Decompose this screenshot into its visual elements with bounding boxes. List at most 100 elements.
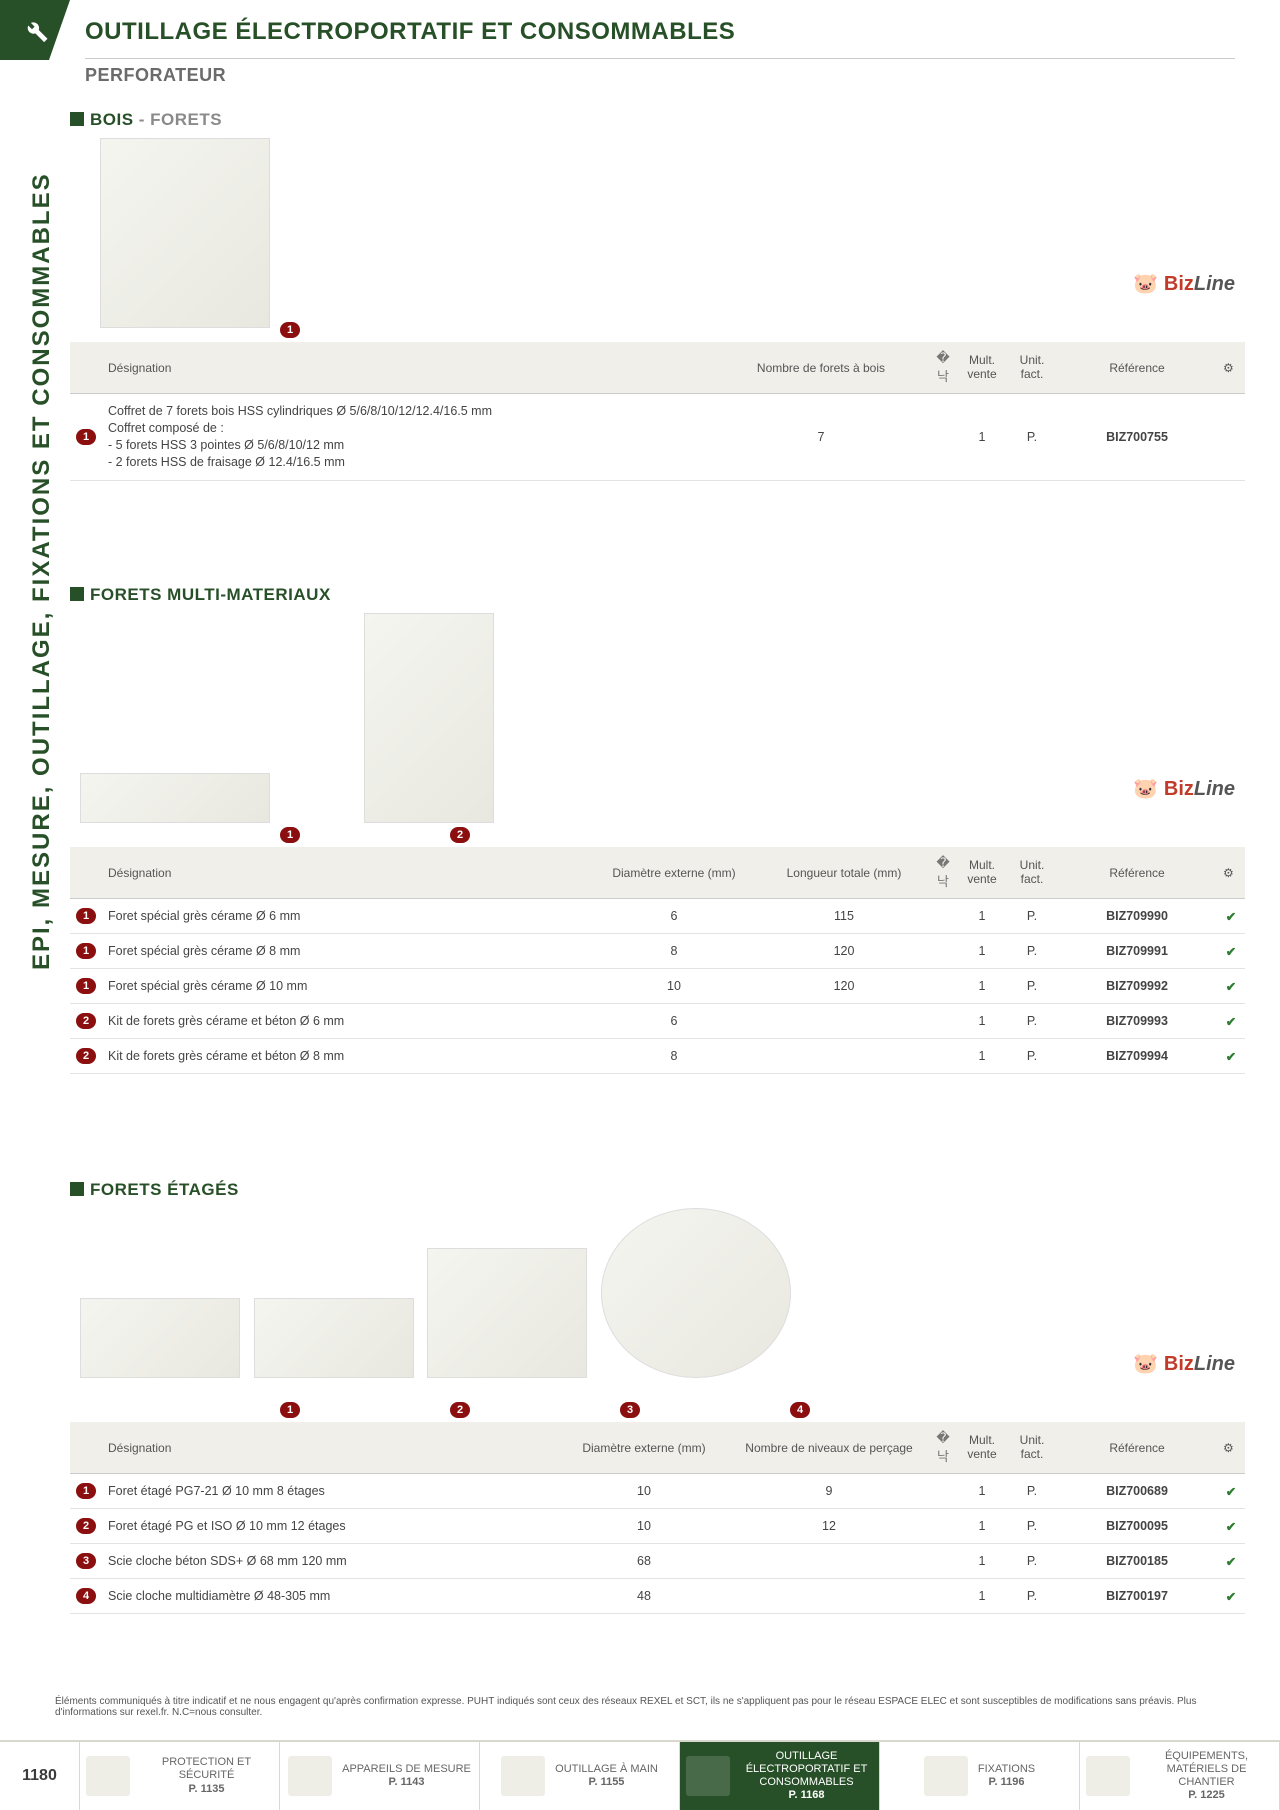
cell-reference: BIZ700755 [1057,394,1217,481]
brand-pig-icon: 🐷 [1133,1353,1158,1375]
vertical-section-label: EPI, MESURE, OUTILLAGE, FIXATIONS ET CON… [28,172,56,970]
cell-reference: BIZ700185 [1057,1544,1217,1579]
cell-designation: Scie cloche béton SDS+ Ø 68 mm 120 mm [102,1544,559,1579]
cell-designation: Scie cloche multidiamètre Ø 48-305 mm [102,1579,559,1614]
check-icon: ✔ [1226,1555,1236,1569]
cell-mult: 1 [957,394,1007,481]
col-diam: Diamètre externe (mm) [559,1422,729,1474]
product-table-etages: Désignation Diamètre externe (mm) Nombre… [70,1422,1245,1614]
table-row: 1 Coffret de 7 forets bois HSS cylindriq… [70,394,1245,481]
cell-reference: BIZ709993 [1057,1004,1217,1039]
col-unit: Unit. fact. [1007,847,1057,899]
wifi-icon: �낙 [936,1430,949,1464]
check-icon: ✔ [1226,1520,1236,1534]
cell-mult: 1 [957,934,1007,969]
check-icon: ✔ [1226,945,1236,959]
cell-reference: BIZ700095 [1057,1509,1217,1544]
nav-item[interactable]: ÉQUIPEMENTS, MATÉRIELS DE CHANTIER P. 12… [1080,1742,1280,1810]
nav-page: P. 1196 [978,1776,1035,1789]
row-badge: 1 [76,943,96,959]
cell-unit: P. [1007,1509,1057,1544]
table-row: 1 Foret spécial grès cérame Ø 6 mm 6 115… [70,899,1245,934]
image-number-badge: 1 [280,322,300,338]
brand-pig-icon: 🐷 [1133,778,1158,800]
cell-diam: 8 [589,934,759,969]
row-badge: 2 [76,1048,96,1064]
col-designation: Désignation [102,847,589,899]
table-body: 1 Coffret de 7 forets bois HSS cylindriq… [70,394,1245,481]
cell-diam: 10 [589,969,759,1004]
col-mult: Mult. vente [957,342,1007,394]
row-badge: 1 [76,978,96,994]
col-unit: Unit. fact. [1007,342,1057,394]
image-number-badge: 1 [280,1402,300,1418]
nav-thumbnail-icon [288,1756,332,1796]
heading-square-icon [70,587,84,601]
section-heading: FORETS ÉTAGÉS [70,1180,1245,1200]
col-diam: Diamètre externe (mm) [589,847,759,899]
col-wifi-icon: �낙 [929,342,957,394]
col-long: Longueur totale (mm) [759,847,929,899]
heading-text-b: - FORETS [134,110,223,129]
check-icon: ✔ [1226,980,1236,994]
nav-label: OUTILLAGE À MAIN [555,1763,658,1775]
col-nb-forets: Nombre de forets à bois [713,342,929,394]
cell-diam: 68 [559,1544,729,1579]
cell-unit: P. [1007,934,1057,969]
cell-designation: Foret étagé PG7-21 Ø 10 mm 8 étages [102,1474,559,1509]
nav-thumbnail-icon [1086,1756,1130,1796]
row-badge: 4 [76,1588,96,1604]
nav-item[interactable]: FIXATIONS P. 1196 [880,1742,1080,1810]
cell-reference: BIZ700197 [1057,1579,1217,1614]
col-reference: Référence [1057,342,1217,394]
cell-niveaux: 9 [729,1474,929,1509]
cell-long: 115 [759,899,929,934]
nav-label: ÉQUIPEMENTS, MATÉRIELS DE CHANTIER [1165,1750,1248,1788]
heading-square-icon [70,1182,84,1196]
cell-reference: BIZ709991 [1057,934,1217,969]
nav-thumbnail-icon [686,1756,730,1796]
nav-item[interactable]: PROTECTION ET SÉCURITÉ P. 1135 [80,1742,280,1810]
heading-square-icon [70,112,84,126]
product-image-box [100,138,270,328]
section-bois-forets: BOIS - FORETS 1 🐷 BizLine Désignation No… [70,110,1245,481]
row-badge: 2 [76,1518,96,1534]
nav-page: P. 1135 [140,1783,273,1796]
nav-label: APPAREILS DE MESURE [342,1763,471,1775]
check-icon: ✔ [1226,1590,1236,1604]
nav-item[interactable]: OUTILLAGE À MAIN P. 1155 [480,1742,680,1810]
cell-unit: P. [1007,394,1057,481]
col-reference: Référence [1057,847,1217,899]
cell-niveaux: 12 [729,1509,929,1544]
product-table-bois: Désignation Nombre de forets à bois �낙 M… [70,342,1245,481]
cell-unit: P. [1007,1004,1057,1039]
cell-mult: 1 [957,899,1007,934]
product-image-circle [601,1208,791,1378]
cell-mult: 1 [957,1474,1007,1509]
cell-mult: 1 [957,1039,1007,1074]
table-row: 2 Foret étagé PG et ISO Ø 10 mm 12 étage… [70,1509,1245,1544]
brand-logo: 🐷 BizLine [1133,271,1235,296]
table-row: 3 Scie cloche béton SDS+ Ø 68 mm 120 mm … [70,1544,1245,1579]
cell-unit: P. [1007,1579,1057,1614]
table-row: 1 Foret spécial grès cérame Ø 10 mm 10 1… [70,969,1245,1004]
nav-item[interactable]: APPAREILS DE MESURE P. 1143 [280,1742,480,1810]
cell-reference: BIZ709992 [1057,969,1217,1004]
row-badge: 1 [76,1483,96,1499]
cell-niveaux [729,1579,929,1614]
brand-pig-icon: 🐷 [1133,273,1158,295]
image-number-badge: 4 [790,1402,810,1418]
row-badge: 1 [76,429,96,445]
heading-text: FORETS ÉTAGÉS [90,1180,239,1199]
nav-item[interactable]: OUTILLAGE ÉLECTROPORTATIF ET CONSOMMABLE… [680,1742,880,1810]
col-unit: Unit. fact. [1007,1422,1057,1474]
cell-diam: 8 [589,1039,759,1074]
nav-thumbnail-icon [501,1756,545,1796]
cell-mult: 1 [957,1579,1007,1614]
cell-mult: 1 [957,1004,1007,1039]
cell-designation: Kit de forets grès cérame et béton Ø 8 m… [102,1039,589,1074]
cell-unit: P. [1007,899,1057,934]
image-number-badge: 1 [280,827,300,843]
row-badge: 3 [76,1553,96,1569]
nav-page: P. 1225 [1140,1789,1273,1802]
